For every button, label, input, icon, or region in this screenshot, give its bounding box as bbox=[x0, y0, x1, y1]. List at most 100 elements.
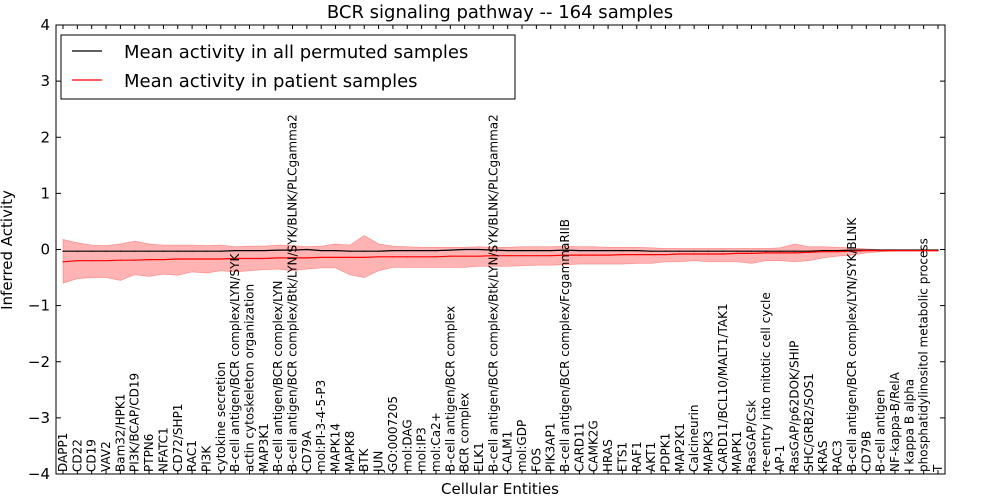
data-point-patient bbox=[478, 255, 480, 257]
x-tick-label: B-cell antigen/BCR complex/FcgammaRIIB bbox=[558, 219, 572, 472]
x-tick-label: CAMK2G bbox=[587, 420, 601, 472]
data-point-permuted bbox=[105, 250, 107, 252]
data-point-patient bbox=[851, 250, 853, 252]
data-point-permuted bbox=[693, 250, 695, 252]
data-point-patient bbox=[435, 256, 437, 258]
data-point-patient bbox=[722, 253, 724, 255]
x-tick-label: PTPN6 bbox=[142, 434, 156, 472]
x-tick-label: mol:PI-3-4-5-P3 bbox=[314, 380, 328, 472]
data-point-permuted bbox=[449, 249, 451, 251]
data-point-patient bbox=[148, 259, 150, 261]
data-point-permuted bbox=[334, 250, 337, 252]
data-point-permuted bbox=[578, 250, 581, 252]
data-point-patient bbox=[923, 250, 925, 252]
series-layer bbox=[62, 248, 939, 263]
data-point-patient bbox=[62, 261, 64, 263]
data-point-patient bbox=[650, 254, 652, 256]
legend-label-patient: Mean activity in patient samples bbox=[124, 71, 418, 92]
x-tick-label: B-cell antigen bbox=[874, 389, 888, 472]
data-point-patient bbox=[779, 252, 781, 254]
x-tick-label: CD79A bbox=[300, 430, 314, 472]
y-tick-label: −1 bbox=[28, 297, 50, 315]
data-point-permuted bbox=[636, 250, 638, 252]
y-tick-label: −4 bbox=[28, 465, 50, 483]
x-tick-label: DAPP1 bbox=[56, 433, 70, 472]
data-point-permuted bbox=[621, 250, 624, 252]
data-point-permuted bbox=[406, 250, 408, 252]
x-tick-label: PIK3AP1 bbox=[544, 423, 558, 472]
data-point-patient bbox=[234, 257, 236, 260]
x-tick-label: PDPK1 bbox=[659, 433, 673, 472]
x-tick-label: Bam32/HPK1 bbox=[113, 394, 127, 472]
data-point-permuted bbox=[464, 248, 466, 251]
x-tick-label: BTK bbox=[357, 447, 371, 472]
data-point-patient bbox=[378, 256, 380, 258]
data-point-patient bbox=[449, 255, 451, 257]
data-point-permuted bbox=[378, 250, 380, 252]
y-tick-label: −3 bbox=[28, 409, 50, 427]
x-tick-label: B-cell antigen/BCR complex/LYN bbox=[271, 280, 285, 472]
x-tick-label: MAPK3 bbox=[702, 431, 716, 472]
data-point-patient bbox=[679, 253, 681, 255]
data-point-patient bbox=[865, 250, 867, 252]
data-point-permuted bbox=[363, 250, 365, 252]
data-point-patient bbox=[765, 252, 767, 254]
data-point-permuted bbox=[76, 250, 78, 252]
data-point-permuted bbox=[664, 250, 667, 252]
x-tick-label: B-cell antigen/BCR complex/Btk/LYN/SYK/B… bbox=[486, 114, 500, 472]
data-point-permuted bbox=[306, 248, 308, 251]
x-tick-label: RAC1 bbox=[185, 440, 199, 472]
data-point-permuted bbox=[564, 249, 566, 251]
series-line-permuted bbox=[63, 248, 938, 252]
data-point-patient bbox=[220, 258, 222, 260]
data-point-patient bbox=[306, 257, 308, 259]
x-tick-label: JUN bbox=[372, 451, 386, 473]
data-point-permuted bbox=[794, 250, 796, 252]
x-tick-label: MAP3K1 bbox=[257, 423, 271, 472]
x-tick-label: CARD11/BCL10/MALT1/TAK1 bbox=[716, 303, 730, 472]
data-point-patient bbox=[263, 257, 265, 260]
data-point-permuted bbox=[205, 250, 207, 252]
x-tick-label: KRAS bbox=[816, 440, 830, 472]
data-point-patient bbox=[334, 256, 337, 258]
data-point-permuted bbox=[822, 250, 824, 252]
x-tick-label: RAC3 bbox=[831, 440, 845, 472]
data-point-permuted bbox=[736, 250, 738, 252]
data-point-patient bbox=[908, 250, 910, 252]
data-point-permuted bbox=[650, 250, 652, 252]
data-point-patient bbox=[750, 252, 753, 254]
x-tick-label: CD72/SHP1 bbox=[171, 404, 185, 472]
x-tick-label: CALM1 bbox=[501, 431, 515, 472]
data-point-patient bbox=[277, 257, 279, 259]
data-point-patient bbox=[837, 251, 839, 253]
data-point-patient bbox=[550, 255, 552, 257]
data-point-patient bbox=[291, 257, 294, 259]
x-tick-label: mol:GDP bbox=[515, 420, 529, 472]
x-tick-label: RAF1 bbox=[630, 441, 644, 472]
x-tick-label: T bbox=[931, 464, 945, 473]
data-point-patient bbox=[521, 255, 523, 257]
data-point-permuted bbox=[779, 250, 781, 252]
x-tick-label: NF-kappa-B/RelA bbox=[888, 371, 902, 472]
data-point-patient bbox=[578, 254, 581, 256]
x-tick-label: re-entry into mitotic cell cycle bbox=[759, 292, 773, 472]
data-point-permuted bbox=[177, 250, 179, 252]
data-point-permuted bbox=[291, 249, 294, 251]
legend-box bbox=[60, 34, 516, 100]
data-point-permuted bbox=[521, 250, 523, 252]
plot-frame bbox=[55, 24, 946, 475]
x-tick-label: mol:Ca2+ bbox=[429, 412, 443, 472]
data-point-patient bbox=[593, 254, 595, 256]
data-point-patient bbox=[636, 254, 638, 256]
x-tick-label: BCR complex bbox=[458, 393, 472, 472]
data-point-patient bbox=[808, 251, 810, 253]
y-tick-label: 3 bbox=[40, 72, 50, 90]
y-tick-label: 0 bbox=[40, 241, 50, 259]
data-point-permuted bbox=[593, 250, 595, 252]
data-point-patient bbox=[822, 251, 824, 253]
data-point-permuted bbox=[679, 250, 681, 252]
y-tick-label: 1 bbox=[40, 184, 50, 202]
x-tick-labels: DAPP1 CD22 CD19 VAV2 Bam32/HPK1 PI3K/BCAP/CD1… bbox=[56, 25, 945, 474]
data-point-permuted bbox=[808, 250, 810, 252]
